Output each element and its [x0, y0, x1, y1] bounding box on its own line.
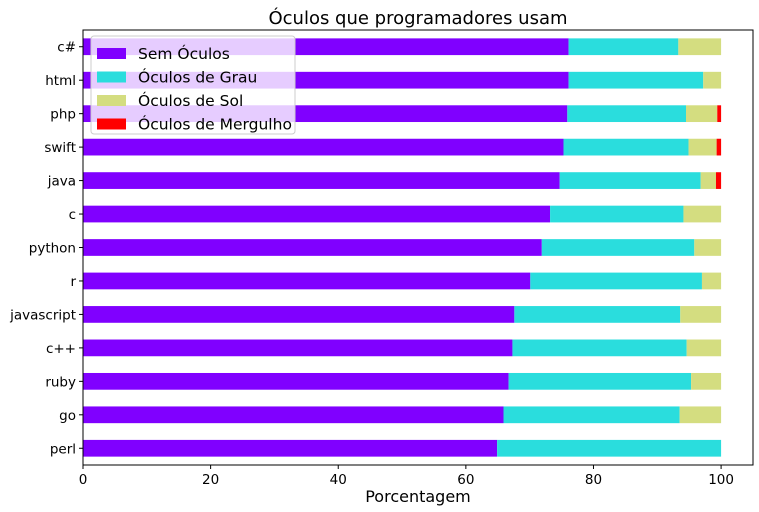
- bar-java-oculos-de-grau: [559, 172, 701, 189]
- y-tick-label-go: go: [59, 408, 76, 424]
- bar-ruby-oculos-de-grau: [508, 372, 692, 390]
- y-tick-label-c: c: [69, 207, 76, 223]
- bar-r-oculos-de-grau: [530, 272, 702, 290]
- y-tick-label-r: r: [70, 274, 76, 290]
- bar-html-oculos-de-sol: [703, 71, 722, 89]
- legend-label-oculos-de-sol: Óculos de Sol: [138, 91, 243, 110]
- bar-javascript-oculos-de-grau: [514, 306, 681, 323]
- x-tick-label-80: 80: [585, 472, 602, 488]
- bar-cplusplus-oculos-de-grau: [512, 339, 687, 357]
- y-tick-label-cplusplus: c++: [46, 341, 76, 357]
- bar-r-sem-oculos: [83, 272, 531, 290]
- legend-swatch-oculos-de-mergulho: [97, 118, 126, 130]
- y-tick-labels: c# html php swift java c python r javascript c++ r…: [9, 40, 83, 457]
- legend-swatch-sem-oculos: [97, 48, 126, 59]
- y-tick-label-ruby: ruby: [45, 374, 76, 390]
- x-tick-labels: 0 20 40 60 80 100: [79, 465, 734, 488]
- bar-csharp-oculos-de-grau: [568, 38, 679, 56]
- bar-r-oculos-de-sol: [701, 272, 722, 290]
- legend-swatch-oculos-de-sol: [97, 95, 126, 106]
- chart-title: Óculos que programadores usam: [268, 7, 567, 29]
- bar-javascript-sem-oculos: [83, 306, 515, 323]
- bar-java-oculos-de-sol: [700, 172, 716, 189]
- bar-python-oculos-de-grau: [541, 239, 695, 256]
- y-tick-label-java: java: [47, 174, 76, 190]
- y-tick-label-csharp: c#: [57, 40, 76, 56]
- bar-php-oculos-de-sol: [686, 105, 718, 123]
- x-tick-label-40: 40: [330, 472, 347, 488]
- bar-go-oculos-de-grau: [503, 406, 680, 424]
- bar-java-oculos-de-mergulho: [715, 172, 722, 189]
- bar-ruby-oculos-de-sol: [691, 372, 722, 390]
- y-tick-label-html: html: [45, 73, 76, 89]
- bar-swift-sem-oculos: [83, 138, 564, 156]
- legend-swatch-oculos-de-grau: [97, 71, 126, 83]
- bar-cplusplus-oculos-de-sol: [686, 339, 722, 357]
- bar-swift-oculos-de-sol: [688, 138, 717, 156]
- bar-swift-oculos-de-mergulho: [716, 138, 722, 156]
- bar-c-sem-oculos: [83, 205, 551, 223]
- legend: Sem Óculos Óculos de Grau Óculos de Sol Ócu…: [90, 35, 296, 135]
- bar-html-oculos-de-grau: [568, 71, 704, 89]
- bar-python-sem-oculos: [83, 239, 542, 256]
- bar-perl-oculos-de-grau: [497, 439, 722, 457]
- bar-python-oculos-de-sol: [694, 239, 722, 256]
- x-tick-label-60: 60: [457, 472, 474, 488]
- y-tick-label-php: php: [50, 107, 76, 123]
- legend-label-oculos-de-grau: Óculos de Grau: [138, 68, 257, 87]
- bar-perl-sem-oculos: [83, 439, 498, 457]
- legend-box: [90, 35, 296, 135]
- bar-javascript-oculos-de-sol: [680, 306, 722, 323]
- x-tick-label-100: 100: [708, 472, 734, 488]
- y-tick-label-python: python: [29, 241, 76, 257]
- bar-ruby-sem-oculos: [83, 372, 509, 390]
- bar-c-oculos-de-sol: [683, 205, 722, 223]
- bar-swift-oculos-de-grau: [563, 138, 689, 156]
- bar-cplusplus-sem-oculos: [83, 339, 513, 357]
- y-tick-label-swift: swift: [44, 140, 76, 156]
- legend-label-oculos-de-mergulho: Óculos de Mergulho: [138, 115, 292, 134]
- legend-label-sem-oculos: Sem Óculos: [138, 44, 230, 63]
- bar-c-oculos-de-grau: [550, 205, 684, 223]
- bar-java-sem-oculos: [83, 172, 560, 189]
- y-tick-label-perl: perl: [50, 441, 76, 457]
- bar-php-oculos-de-mergulho: [717, 105, 722, 123]
- bar-csharp-oculos-de-sol: [678, 38, 722, 56]
- x-tick-label-0: 0: [79, 472, 88, 488]
- bar-go-sem-oculos: [83, 406, 504, 424]
- bar-php-oculos-de-grau: [567, 105, 686, 123]
- y-tick-label-javascript: javascript: [9, 307, 76, 323]
- x-tick-label-20: 20: [202, 472, 219, 488]
- x-axis-label: Porcentagem: [365, 487, 471, 506]
- bar-go-oculos-de-sol: [679, 406, 722, 424]
